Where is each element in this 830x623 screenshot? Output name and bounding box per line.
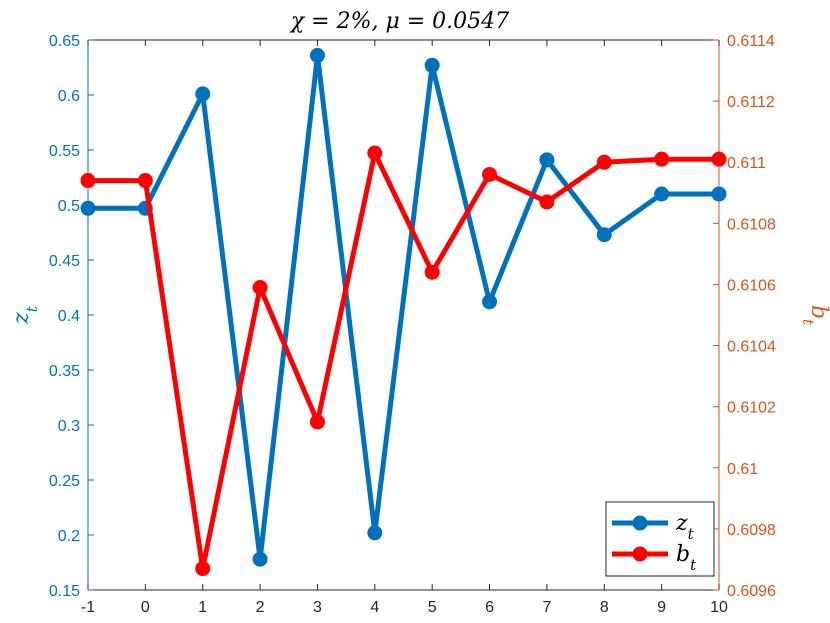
right-y-axis-label: bt (799, 305, 830, 326)
x-tick-label: 7 (542, 599, 551, 616)
legend-marker-bt (632, 546, 648, 562)
series-point-zt (252, 551, 268, 567)
series-point-zt (596, 227, 612, 243)
series-point-bt (309, 414, 325, 430)
x-tick-label: -1 (81, 599, 95, 616)
series-point-zt (539, 152, 555, 168)
series-point-bt (137, 173, 153, 189)
left-y-tick-label: 0.6 (58, 88, 80, 105)
x-tick-label: 1 (198, 599, 207, 616)
right-y-tick-label: 0.6106 (727, 277, 776, 294)
left-y-tick-label: 0.4 (58, 308, 80, 325)
left-y-tick-label: 0.25 (49, 473, 80, 490)
series-point-bt (654, 151, 670, 167)
series-point-zt (367, 525, 383, 541)
left-y-tick-label: 0.3 (58, 418, 80, 435)
right-y-tick-label: 0.6096 (727, 583, 776, 600)
series-point-bt (195, 561, 211, 577)
x-tick-label: 3 (313, 599, 322, 616)
left-y-tick-label: 0.2 (58, 528, 80, 545)
right-y-tick-label: 0.6112 (727, 94, 775, 111)
legend-marker-zt (632, 515, 648, 531)
left-y-tick-label: 0.35 (49, 363, 80, 380)
series-point-bt (252, 280, 268, 295)
series-point-bt (367, 145, 383, 161)
series-point-zt (654, 186, 670, 202)
chart-title: χ = 2%, μ = 0.0547 (289, 9, 509, 34)
left-y-tick-label: 0.45 (49, 253, 80, 270)
left-y-tick-label: 0.55 (49, 143, 80, 160)
x-tick-label: 4 (370, 599, 379, 616)
series-point-zt (309, 47, 325, 63)
x-tick-label: 2 (256, 599, 265, 616)
left-y-tick-label: 0.65 (49, 33, 80, 50)
series-point-bt (539, 194, 555, 210)
left-y-tick-label: 0.15 (49, 583, 80, 600)
series-point-bt (711, 151, 727, 167)
series-point-bt (424, 264, 440, 280)
x-tick-label: 8 (600, 599, 609, 616)
left-y-tick-label: 0.5 (58, 198, 80, 215)
series-point-zt (80, 200, 96, 216)
legend-box (605, 501, 715, 577)
x-tick-label: 9 (657, 599, 666, 616)
series-point-bt (80, 173, 96, 189)
series-point-bt (596, 154, 612, 170)
right-y-tick-label: 0.61 (727, 461, 758, 478)
x-tick-label: 5 (428, 599, 437, 616)
series-point-zt (482, 294, 498, 310)
right-y-tick-label: 0.6114 (727, 33, 775, 50)
series-point-zt (711, 186, 727, 202)
series-point-zt (195, 86, 211, 102)
series-point-zt (424, 57, 440, 73)
series-point-bt (482, 166, 498, 182)
x-tick-label: 6 (485, 599, 494, 616)
legend-label-bt: bt (676, 542, 697, 574)
right-y-tick-label: 0.6104 (727, 339, 776, 356)
x-tick-label: 10 (710, 599, 728, 616)
series-line-bt (88, 150, 719, 572)
right-y-tick-label: 0.6098 (727, 522, 776, 539)
legend-label-zt: zt (675, 511, 695, 543)
series-line-zt (88, 52, 719, 562)
right-y-tick-label: 0.6108 (727, 216, 776, 233)
right-y-tick-label: 0.611 (727, 155, 766, 172)
x-tick-label: 0 (141, 599, 150, 616)
left-y-axis-label: zt (9, 305, 41, 325)
right-y-tick-label: 0.6102 (727, 400, 776, 417)
